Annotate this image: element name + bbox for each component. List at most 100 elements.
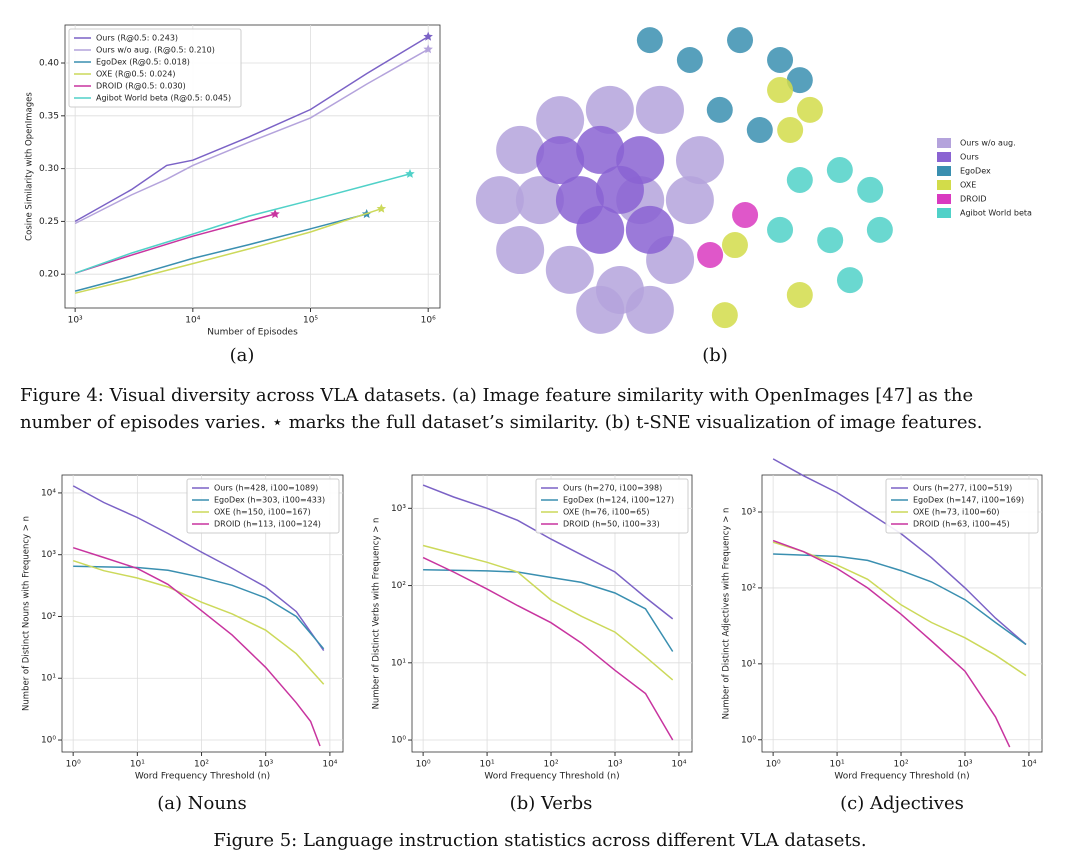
point <box>536 136 585 185</box>
y-tick-label: 10⁰ <box>41 736 56 746</box>
x-tick-label: 10³ <box>607 760 622 770</box>
x-tick-label: 10¹ <box>130 760 145 770</box>
legend-label: DROID (h=50, i100=33) <box>563 520 660 529</box>
y-tick-label: 10³ <box>391 504 406 514</box>
x-tick-label: 10⁴ <box>671 760 686 770</box>
legend-label: EgoDex <box>960 167 991 176</box>
x-tick-label: 10⁶ <box>421 316 436 326</box>
legend-swatch <box>937 166 951 176</box>
point <box>665 176 714 225</box>
point <box>746 117 773 144</box>
legend-label: Agibot World beta (R@0.5: 0.045) <box>96 94 231 103</box>
point <box>706 96 733 123</box>
series-line <box>73 565 325 650</box>
legend-label: DROID <box>960 195 987 204</box>
point <box>576 285 625 334</box>
legend-label: OXE (h=73, i100=60) <box>913 508 1000 517</box>
point <box>817 227 844 254</box>
end-marker <box>423 44 433 54</box>
subcaption: (a) <box>230 345 255 366</box>
point <box>697 241 724 268</box>
x-tick-label: 10⁰ <box>66 760 81 770</box>
legend-swatch <box>937 194 951 204</box>
legend-swatch <box>937 138 951 148</box>
series-line <box>772 458 1027 646</box>
point <box>536 96 585 145</box>
series-line <box>72 559 325 685</box>
x-tick-label: 10⁴ <box>1021 760 1036 770</box>
caption-line: Figure 4: Visual diversity across VLA da… <box>20 385 973 406</box>
legend-label: Ours (h=277, i100=519) <box>913 484 1012 493</box>
point <box>625 285 674 334</box>
legend-label: EgoDex (R@0.5: 0.018) <box>96 58 190 67</box>
series-line <box>772 541 1027 677</box>
point <box>676 136 724 185</box>
series-line <box>422 484 674 620</box>
y-tick-label: 10⁰ <box>741 735 756 745</box>
y-tick-label: 10¹ <box>741 659 756 669</box>
point <box>676 46 703 73</box>
y-tick-label: 0.35 <box>39 111 59 121</box>
point <box>595 165 644 214</box>
series-line <box>74 213 367 292</box>
x-axis-label: Word Frequency Threshold (n) <box>484 772 619 782</box>
y-tick-label: 0.20 <box>39 270 59 280</box>
series-line <box>72 546 321 747</box>
series-line <box>773 553 1027 646</box>
y-tick-label: 10² <box>391 581 406 591</box>
x-tick-label: 10⁵ <box>303 316 318 326</box>
series-line <box>422 544 674 681</box>
subcaption: (a) Nouns <box>157 793 247 814</box>
caption: Figure 5: Language instruction statistic… <box>213 830 866 851</box>
legend-box <box>885 478 1039 534</box>
y-tick-label: 10³ <box>741 507 756 517</box>
subcaption: (b) <box>702 345 728 366</box>
x-tick-label: 10¹ <box>480 760 495 770</box>
legend-swatch <box>937 208 951 218</box>
end-marker <box>405 168 415 178</box>
legend-label: OXE (h=150, i100=167) <box>214 508 311 517</box>
y-tick-label: 0.30 <box>39 164 59 174</box>
legend-box <box>186 478 340 534</box>
point <box>625 205 674 254</box>
legend-label: Agibot World beta <box>960 209 1032 218</box>
legend-label: EgoDex (h=147, i100=169) <box>913 496 1024 505</box>
point <box>475 176 524 225</box>
point <box>711 302 738 329</box>
x-axis-label: Word Frequency Threshold (n) <box>834 772 969 782</box>
y-tick-label: 10² <box>741 583 756 593</box>
point <box>721 232 748 259</box>
y-tick-label: 10² <box>41 612 56 622</box>
series-line <box>74 207 382 294</box>
end-marker <box>270 209 280 219</box>
x-axis-label: Number of Episodes <box>207 328 298 338</box>
point <box>767 77 794 104</box>
legend-swatch <box>937 152 951 162</box>
point <box>836 267 863 294</box>
legend-box <box>68 28 242 108</box>
y-tick-label: 10¹ <box>41 674 56 684</box>
series-line <box>422 556 674 741</box>
point <box>496 125 545 174</box>
legend-label: DROID (h=113, i100=124) <box>214 520 321 529</box>
x-tick-label: 10² <box>194 760 209 770</box>
x-tick-label: 10³ <box>68 316 83 326</box>
x-axis-label: Word Frequency Threshold (n) <box>135 772 270 782</box>
y-axis-label: Cosine Similarity with OpenImages <box>25 92 35 241</box>
legend-label: Ours w/o aug. (R@0.5: 0.210) <box>96 46 215 55</box>
y-tick-label: 0.40 <box>39 59 59 69</box>
point <box>636 27 663 54</box>
legend-box <box>933 133 1080 223</box>
point <box>857 176 884 203</box>
y-tick-label: 10⁰ <box>391 736 406 746</box>
legend-label: Ours <box>960 153 979 162</box>
x-tick-label: 10⁰ <box>766 760 781 770</box>
point <box>576 125 625 174</box>
legend-label: Ours (h=270, i100=398) <box>563 484 662 493</box>
x-tick-label: 10³ <box>957 760 972 770</box>
x-tick-label: 10⁴ <box>185 316 200 326</box>
caption-line: number of episodes varies. ⋆ marks the f… <box>20 412 982 433</box>
legend-swatch <box>937 180 951 190</box>
x-tick-label: 10² <box>894 760 909 770</box>
